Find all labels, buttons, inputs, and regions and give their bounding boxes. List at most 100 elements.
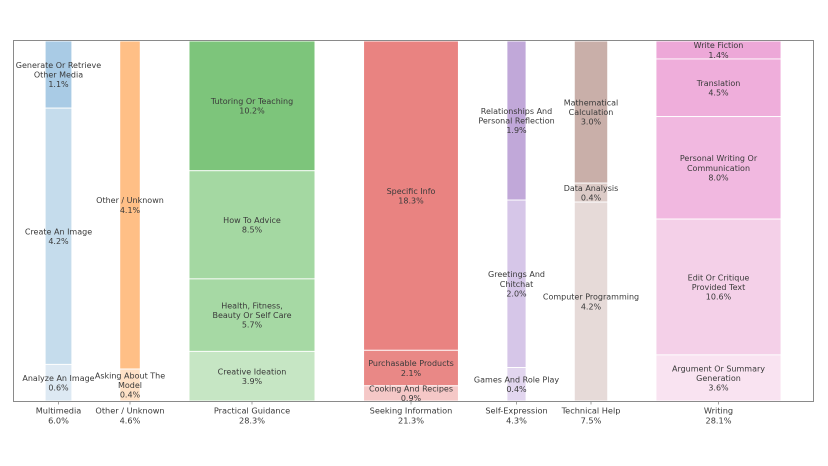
segment-label-line: Other / Unknown <box>96 196 164 205</box>
segment-label-line: Data Analysis <box>564 184 619 193</box>
segment-value-label: 10.2% <box>239 107 265 116</box>
segment-value-label: 0.4% <box>120 391 141 400</box>
segment-value-label: 8.5% <box>242 226 263 235</box>
x-tick-label-seeking-information: Seeking Information 21.3% <box>370 406 453 426</box>
segment-value-label: 10.6% <box>706 293 732 302</box>
segment-label-games-and-role-play: Games And Role Play 0.4% <box>474 375 559 394</box>
segment-label-translation: Translation 4.5% <box>696 79 741 98</box>
segment-label-line: Edit Or Critique <box>688 273 750 282</box>
segment-value-label: 1.9% <box>506 126 527 135</box>
bar-segment-personal-writing-or-communication <box>655 116 782 220</box>
segment-value-label: 0.4% <box>581 193 602 202</box>
segment-value-label: 4.2% <box>48 237 69 246</box>
column-self-expression <box>506 40 527 402</box>
segment-label-cooking-and-recipes: Cooking And Recipes 0.9% <box>369 385 453 404</box>
segment-label-personal-writing-or-communication: Personal Writing Or Communication 8.0% <box>680 154 758 182</box>
segment-value-label: 3.6% <box>708 384 729 393</box>
category-name: Technical Help <box>561 406 621 416</box>
category-share: 6.0% <box>48 415 69 425</box>
segment-label-other-unknown: Other / Unknown 4.1% <box>96 196 164 215</box>
segment-label-line: Cooking And Recipes <box>369 385 453 394</box>
segment-labels-layer: Generate Or Retrieve Other Media 1.1% Creat… <box>16 41 765 403</box>
segment-label-line: Personal Reflection <box>478 117 554 126</box>
segment-value-label: 4.2% <box>581 302 602 311</box>
segment-label-asking-about-the-model: Asking About The Model 0.4% <box>95 371 165 399</box>
category-name: Writing <box>704 406 733 416</box>
category-share: 4.6% <box>120 415 141 425</box>
segment-value-label: 0.6% <box>48 383 69 392</box>
bar-segment-health-fitness-beauty-or-self-care <box>188 278 316 352</box>
category-name: Other / Unknown <box>95 406 164 416</box>
bar-segment-edit-or-critique-provided-text <box>655 218 782 356</box>
column-other-unknown <box>119 40 141 402</box>
segment-label-line: Games And Role Play <box>474 375 559 384</box>
segment-label-line: Argument Or Summary <box>672 364 765 373</box>
segment-value-label: 1.4% <box>708 51 729 60</box>
bar-segment-argument-or-summary-generation <box>655 354 782 402</box>
category-name: Self-Expression <box>485 406 547 416</box>
column-multimedia <box>44 40 73 402</box>
category-share: 21.3% <box>398 415 424 425</box>
x-tick-label-writing: Writing 28.1% <box>704 406 733 426</box>
segment-label-line: Mathematical <box>564 98 619 107</box>
segment-label-edit-or-critique-provided-text: Edit Or Critique Provided Text 10.6% <box>688 273 750 301</box>
segment-label-mathematical-calculation: Mathematical Calculation 3.0% <box>564 98 619 126</box>
x-tick-label-self-expression: Self-Expression 4.3% <box>485 406 547 426</box>
column-technical-help <box>573 40 609 402</box>
bars-layer <box>44 40 782 402</box>
column-writing <box>655 40 782 402</box>
segment-label-line: Translation <box>696 79 741 88</box>
segment-label-line: How To Advice <box>223 216 281 225</box>
segment-label-line: Beauty Or Self Care <box>212 311 291 320</box>
segment-label-line: Specific Info <box>387 187 436 196</box>
segment-value-label: 4.5% <box>708 89 729 98</box>
segment-value-label: 5.7% <box>242 321 263 330</box>
bar-segment-translation <box>655 58 782 118</box>
segment-label-line: Communication <box>687 164 750 173</box>
category-share: 7.5% <box>581 415 602 425</box>
bar-segment-create-an-image <box>44 107 73 365</box>
segment-label-line: Computer Programming <box>543 293 639 302</box>
x-tick-label-multimedia: Multimedia 6.0% <box>36 406 82 426</box>
category-share: 28.1% <box>705 415 731 425</box>
x-tick-label-practical-guidance: Practical Guidance 28.3% <box>214 406 290 426</box>
segment-label-data-analysis: Data Analysis 0.4% <box>564 184 619 203</box>
segment-label-line: Relationships And <box>481 107 552 116</box>
x-tick-label-other-unknown: Other / Unknown 4.6% <box>95 406 164 426</box>
bar-segment-computer-programming <box>573 201 609 402</box>
segment-value-label: 4.1% <box>120 206 141 215</box>
bar-segment-how-to-advice <box>188 170 316 280</box>
segment-value-label: 0.4% <box>506 385 527 394</box>
segment-label-generate-or-retrieve-other-media: Generate Or Retrieve Other Media 1.1% <box>16 61 101 89</box>
segment-label-greetings-and-chitchat: Greetings And Chitchat 2.0% <box>488 270 545 298</box>
segment-label-line: Chitchat <box>500 280 534 289</box>
segment-label-line: Other Media <box>34 71 83 80</box>
segment-label-how-to-advice: How To Advice 8.5% <box>223 216 281 235</box>
segment-label-line: Create An Image <box>25 227 92 236</box>
category-name: Seeking Information <box>370 406 453 416</box>
segment-label-line: Health, Fitness, <box>221 302 283 311</box>
segment-label-relationships-and-personal-reflection: Relationships And Personal Reflection 1.9% <box>478 107 554 135</box>
column-seeking-information <box>363 40 459 402</box>
segment-label-argument-or-summary-generation: Argument Or Summary Generation 3.6% <box>672 364 765 392</box>
category-share: 28.3% <box>239 415 265 425</box>
bar-segment-specific-info <box>363 40 459 351</box>
segment-label-specific-info: Specific Info 18.3% <box>387 187 436 206</box>
segment-label-line: Analyze An Image <box>22 374 94 383</box>
segment-label-line: Provided Text <box>692 283 745 292</box>
x-tick-label-technical-help: Technical Help 7.5% <box>561 406 621 426</box>
plot-frame <box>13 40 814 402</box>
segment-label-tutoring-or-teaching: Tutoring Or Teaching 10.2% <box>210 97 293 116</box>
segment-value-label: 2.0% <box>506 289 527 298</box>
segment-label-line: Personal Writing Or <box>680 154 758 163</box>
segment-label-line: Write Fiction <box>694 41 744 50</box>
segment-label-computer-programming: Computer Programming 4.2% <box>543 293 639 312</box>
segment-label-create-an-image: Create An Image 4.2% <box>25 227 92 246</box>
bar-segment-generate-or-retrieve-other-media <box>44 40 73 109</box>
segment-value-label: 0.9% <box>401 394 422 403</box>
segment-value-label: 3.9% <box>242 377 263 386</box>
segment-label-line: Calculation <box>569 108 614 117</box>
bar-segment-creative-ideation <box>188 350 316 402</box>
segment-value-label: 2.1% <box>401 369 422 378</box>
